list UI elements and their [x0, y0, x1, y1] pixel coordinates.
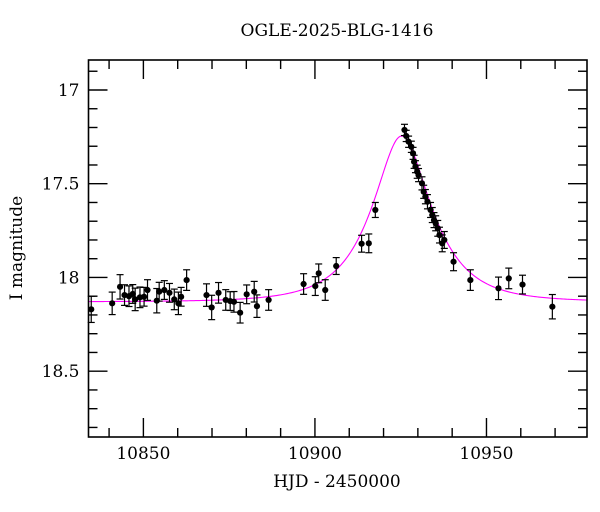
photometry-dot — [519, 281, 526, 288]
data-point — [121, 284, 129, 306]
x-tick-label: 10900 — [288, 444, 342, 464]
photometry-dot — [208, 304, 215, 311]
x-tick-label: 10850 — [116, 444, 170, 464]
y-axis-label: I magnitude — [7, 196, 27, 300]
data-point — [300, 273, 308, 295]
photometry-dot — [230, 298, 238, 305]
photometry-dot — [166, 289, 173, 296]
data-point — [315, 263, 323, 284]
data-point — [332, 256, 340, 276]
data-point — [203, 283, 211, 307]
data-point — [505, 267, 513, 290]
data-point — [365, 233, 373, 254]
model-light-curve — [88, 135, 587, 303]
data-point — [215, 281, 223, 304]
data-point — [321, 279, 329, 301]
photometry-dot — [441, 236, 448, 244]
photometry-dot — [300, 280, 307, 288]
photometry-dot — [171, 296, 178, 303]
photometry-dot — [156, 288, 163, 295]
data-point — [236, 301, 244, 324]
photometry-dot — [175, 300, 182, 307]
photometry-dot — [237, 309, 244, 316]
photometry-dot — [215, 289, 222, 296]
photometry-dot — [333, 262, 340, 270]
data-point — [243, 284, 251, 305]
photometry-dot — [144, 286, 151, 294]
data-point — [160, 280, 168, 300]
x-tick-label: 10950 — [459, 444, 513, 464]
y-tick-label: 17 — [58, 81, 80, 101]
y-tick-label: 18 — [58, 268, 80, 288]
data-point — [466, 269, 474, 291]
data-point — [131, 287, 139, 312]
data-point — [155, 281, 163, 302]
photometry-dot — [312, 282, 319, 290]
photometry-dot — [251, 288, 258, 295]
y-tick-label: 17.5 — [42, 175, 80, 195]
data-point — [358, 234, 366, 253]
photometry-dot — [495, 285, 502, 292]
data-point — [265, 289, 273, 311]
data-point — [519, 274, 527, 295]
plot-title: OGLE-2025-BLG-1416 — [241, 21, 434, 41]
data-point — [177, 286, 185, 307]
photometry-dot — [183, 276, 190, 284]
data-point — [170, 288, 178, 311]
data-point — [253, 294, 261, 318]
photometry-dot — [265, 296, 272, 304]
photometry-dot — [253, 303, 261, 310]
photometry-dot — [365, 240, 372, 247]
data-point — [311, 276, 319, 297]
photometry-dot — [203, 291, 210, 299]
data-point — [144, 279, 152, 301]
photometry-dot — [161, 286, 168, 294]
photometry-dot — [505, 275, 512, 282]
data-point — [450, 252, 458, 272]
photometry-dot — [129, 290, 136, 298]
photometry-dot — [178, 293, 185, 300]
data-point — [440, 230, 448, 250]
data-point — [183, 269, 191, 291]
photometry-dot — [322, 286, 329, 294]
data-point — [494, 276, 502, 301]
photometry-dot — [424, 198, 431, 205]
data-point — [230, 290, 238, 313]
tick-labels: 10850 10900 10950 17 17.5 18 18.5 — [42, 81, 514, 464]
data-point — [108, 291, 116, 316]
data-point — [165, 282, 173, 303]
data-points-series — [87, 123, 556, 324]
axis-ticks — [88, 60, 587, 437]
data-point — [548, 293, 556, 320]
photometry-dot — [358, 240, 365, 247]
photometry-dot — [132, 296, 139, 303]
photometry-dot — [372, 206, 379, 214]
photometry-dot — [450, 258, 457, 265]
plot-frame — [87, 59, 588, 438]
x-axis-label: HJD - 2450000 — [273, 472, 401, 492]
y-tick-label: 18.5 — [42, 362, 80, 382]
photometry-dot — [109, 300, 116, 307]
axes-frame — [87, 59, 588, 438]
photometry-dot — [140, 293, 148, 300]
photometry-dot — [315, 270, 322, 277]
data-point — [208, 294, 216, 321]
photometry-dot — [467, 276, 474, 284]
model-curve — [88, 135, 587, 303]
photometry-dot — [88, 306, 95, 313]
photometry-dot — [243, 291, 250, 298]
photometry-dot — [549, 303, 556, 310]
data-point — [371, 201, 379, 219]
